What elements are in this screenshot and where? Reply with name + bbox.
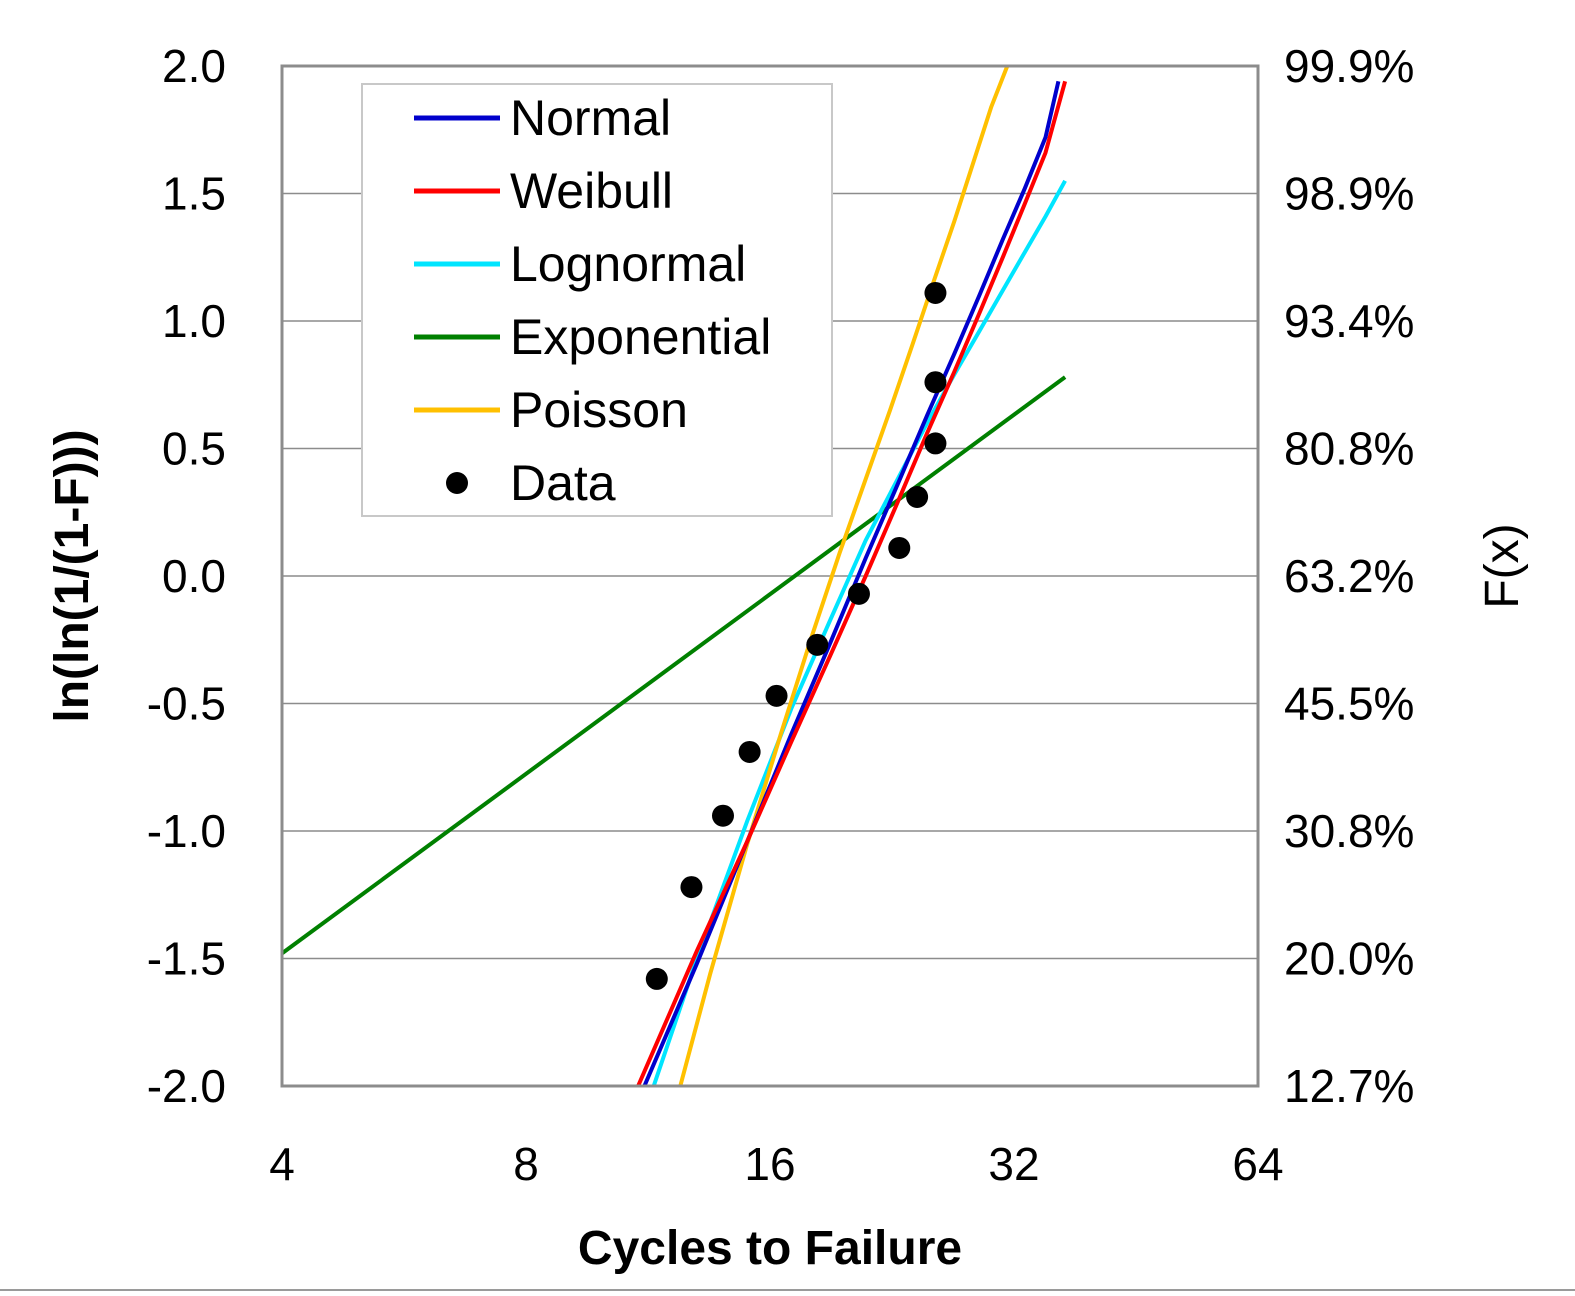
- y-tick-label: 0.0: [162, 550, 226, 602]
- x-tick-label: 8: [513, 1138, 539, 1190]
- data-point: [711, 804, 734, 827]
- data-point: [645, 967, 668, 990]
- legend-item-normal: Normal: [414, 90, 671, 146]
- y2-tick-label: 98.9%: [1284, 168, 1414, 220]
- y-tick-label: 1.0: [162, 295, 226, 347]
- y-tick-labels: 2.0 1.5 1.0 0.5 0.0 -0.5 -1.0 -1.5 -2.0: [147, 40, 226, 1112]
- y2-tick-label: 93.4%: [1284, 295, 1414, 347]
- legend-item-poisson: Poisson: [414, 382, 688, 438]
- legend-item-lognormal: Lognormal: [414, 236, 746, 292]
- y2-tick-label: 63.2%: [1284, 550, 1414, 602]
- legend-item-data: Data: [446, 455, 616, 511]
- data-point: [924, 281, 947, 304]
- x-tick-label: 4: [269, 1138, 295, 1190]
- data-point: [924, 371, 947, 394]
- y2-tick-label: 80.8%: [1284, 423, 1414, 475]
- y-tick-label: -1.0: [147, 805, 226, 857]
- y-axis-title: ln(ln(1/(1-F))): [46, 429, 99, 722]
- legend-label: Poisson: [510, 382, 688, 438]
- x-tick-label: 16: [744, 1138, 795, 1190]
- legend-label: Normal: [510, 90, 671, 146]
- data-point: [847, 582, 870, 605]
- data-point: [765, 684, 788, 707]
- legend: Normal Weibull Lognormal Exponential Poisson…: [361, 83, 833, 517]
- y2-tick-label: 20.0%: [1284, 933, 1414, 985]
- data-point: [888, 536, 911, 559]
- legend-label: Lognormal: [510, 236, 746, 292]
- x-tick-label: 64: [1232, 1138, 1283, 1190]
- y-tick-label: -2.0: [147, 1060, 226, 1112]
- legend-label: Exponential: [510, 309, 771, 365]
- y2-tick-label: 30.8%: [1284, 805, 1414, 857]
- series-line-weibull: [636, 80, 1068, 1086]
- y-tick-label: 0.5: [162, 423, 226, 475]
- series-line-exponential: [282, 375, 1067, 956]
- y-tick-label: 2.0: [162, 40, 226, 92]
- legend-box: [361, 83, 833, 517]
- y2-tick-labels: 99.9% 98.9% 93.4% 80.8% 63.2% 45.5% 30.8% 20.0%…: [1284, 40, 1414, 1112]
- data-point: [906, 485, 929, 508]
- series-layer: [282, 66, 1068, 1086]
- data-point: [924, 432, 947, 455]
- y-tick-label: -0.5: [147, 678, 226, 730]
- legend-label: Weibull: [510, 163, 673, 219]
- x-axis-title: Cycles to Failure: [578, 1222, 962, 1275]
- data-point: [680, 876, 703, 899]
- y2-tick-label: 99.9%: [1284, 40, 1414, 92]
- legend-marker: [446, 472, 468, 494]
- legend-item-exponential: Exponential: [414, 309, 771, 365]
- legend-item-weibull: Weibull: [414, 163, 673, 219]
- y-tick-label: -1.5: [147, 933, 226, 985]
- x-tick-label: 32: [988, 1138, 1039, 1190]
- plot-frame: [280, 64, 1260, 1088]
- x-tick-labels: 4 8 16 32 64: [269, 1138, 1283, 1190]
- legend-label: Data: [510, 455, 616, 511]
- y2-axis-title: F(x): [1476, 523, 1529, 608]
- y-tick-label: 1.5: [162, 168, 226, 220]
- data-point: [738, 740, 761, 763]
- y2-tick-label: 12.7%: [1284, 1060, 1414, 1112]
- y2-tick-label: 45.5%: [1284, 678, 1414, 730]
- data-point: [806, 633, 829, 656]
